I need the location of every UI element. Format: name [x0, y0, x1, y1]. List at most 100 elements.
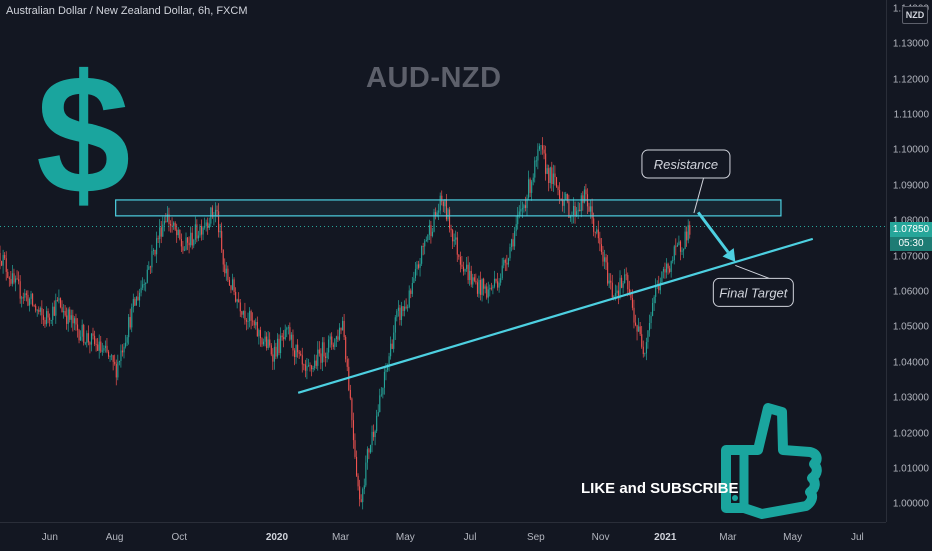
candle-body — [228, 279, 230, 286]
candle-body — [495, 278, 497, 282]
candle-body — [208, 223, 210, 229]
candle-body — [638, 326, 640, 332]
candle-body — [247, 321, 249, 322]
candle-body — [498, 282, 500, 288]
time-tick-label: Mar — [331, 532, 350, 543]
candle-body — [453, 239, 455, 242]
candle-body — [273, 346, 275, 362]
candle-body — [410, 290, 412, 294]
candle-body — [577, 209, 579, 212]
candle-body — [190, 232, 192, 246]
candle-body — [249, 311, 251, 322]
candle-body — [521, 208, 523, 210]
candle-body — [149, 266, 151, 268]
callout-resistance[interactable]: Resistance — [641, 149, 731, 214]
candle-body — [549, 167, 551, 184]
price-tick-label: 1.06000 — [892, 286, 929, 298]
candle-body — [170, 224, 172, 226]
candle-body — [157, 238, 159, 240]
candle-body — [72, 315, 74, 324]
dollar-sign-icon: $ — [36, 40, 131, 230]
candle-body — [442, 201, 444, 207]
candle-body — [631, 297, 633, 308]
candle-body — [641, 334, 643, 347]
candle-body — [566, 193, 568, 202]
candle-body — [326, 352, 328, 358]
candle-body — [500, 278, 502, 283]
candle-body — [545, 153, 547, 174]
candle-body — [666, 263, 668, 273]
candle-body — [174, 222, 176, 230]
candle-body — [235, 291, 237, 302]
candle-body — [621, 277, 623, 288]
candle-body — [627, 275, 629, 290]
candle-body — [84, 342, 86, 344]
candle-body — [311, 365, 313, 370]
candle-body — [67, 309, 69, 324]
candle-body — [342, 320, 344, 331]
candle-body — [565, 193, 567, 200]
candle-body — [687, 225, 689, 241]
candle-body — [396, 310, 398, 318]
candle-body — [300, 353, 302, 356]
candle-body — [13, 273, 15, 283]
candle-body — [73, 318, 75, 324]
candle-body — [579, 209, 581, 212]
candle-body — [207, 222, 209, 229]
candle-body — [419, 263, 421, 268]
candle-body — [233, 279, 235, 292]
chart-area[interactable]: Resistance Final Target Australian Dollar… — [0, 0, 886, 522]
callout-final-target[interactable]: Final Target — [712, 264, 794, 307]
currency-badge[interactable]: NZD — [902, 6, 928, 24]
candle-body — [472, 277, 474, 285]
candle-body — [331, 336, 333, 345]
candle-body — [297, 344, 299, 353]
candle-body — [569, 216, 571, 218]
candle-body — [30, 293, 32, 299]
candle-body — [400, 306, 403, 320]
candle-body — [290, 334, 292, 340]
candle-body — [352, 420, 354, 441]
price-tick-label: 1.09000 — [892, 180, 929, 192]
callouts-layer: Resistance Final Target — [641, 149, 794, 307]
candle-body — [2, 255, 4, 266]
candle-body — [548, 168, 550, 184]
candle-body — [264, 336, 266, 342]
candle-body — [252, 320, 254, 322]
candle-body — [374, 431, 376, 438]
candle-body — [506, 262, 508, 265]
candle-body — [617, 290, 620, 296]
price-chart[interactable]: Resistance Final Target — [0, 0, 886, 522]
candle-body — [458, 254, 460, 258]
candle-body — [413, 278, 415, 283]
candle-body — [625, 274, 627, 276]
candle-body — [515, 224, 517, 232]
candle-body — [574, 205, 576, 217]
candle-body — [0, 253, 1, 261]
candle-body — [289, 327, 291, 340]
candle-body — [129, 317, 131, 328]
candle-body — [630, 293, 632, 298]
time-tick-label: Sep — [526, 532, 545, 543]
candle-body — [573, 205, 575, 215]
candle-body — [590, 206, 592, 212]
candle-body — [484, 286, 486, 289]
candle-body — [557, 186, 559, 190]
candle-body — [431, 231, 434, 237]
candle-body — [197, 235, 199, 239]
candle-body — [405, 306, 407, 308]
price-axis[interactable]: 1.140001.130001.120001.110001.100001.090… — [886, 0, 932, 522]
candle-body — [22, 297, 24, 299]
candle-body — [280, 335, 282, 353]
candle-body — [123, 346, 125, 353]
candle-body — [309, 365, 311, 367]
candle-body — [312, 368, 314, 370]
candle-body — [109, 355, 111, 357]
candle-body — [518, 211, 520, 215]
candle-body — [28, 298, 31, 306]
time-axis[interactable]: Jun Aug Oct 2020 Mar May Jul Sep Nov 2021 Mar May Ju… — [0, 522, 886, 551]
candle-body — [605, 257, 607, 263]
candle-body — [562, 199, 564, 206]
candle-body — [196, 224, 198, 239]
candle-body — [526, 197, 528, 208]
